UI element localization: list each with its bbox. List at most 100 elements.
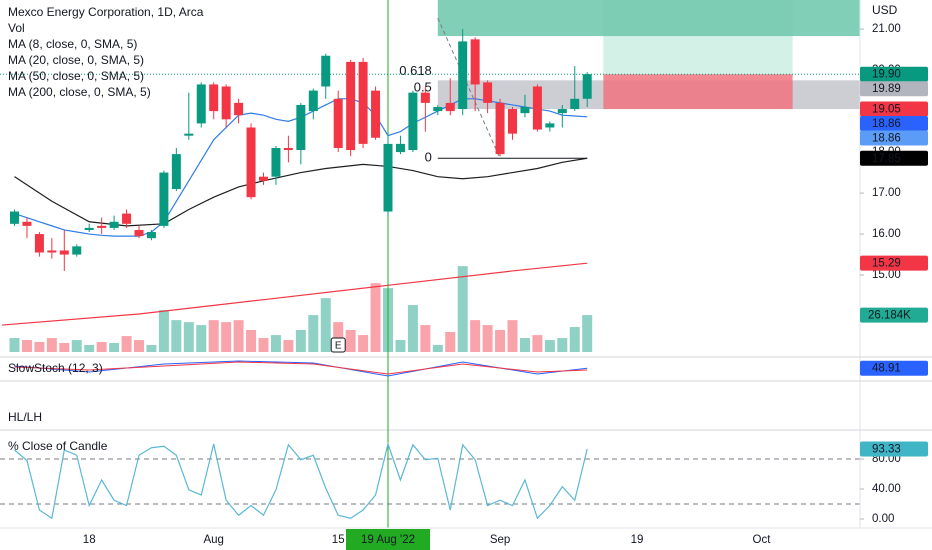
pane-title: HL/LH: [8, 410, 42, 424]
volume-bar: [258, 338, 269, 352]
price-label-bg: [860, 81, 928, 97]
price-label-bg: [860, 255, 928, 271]
fib-label: 0.5: [414, 80, 432, 95]
candle-body: [321, 55, 331, 87]
candle-body: [59, 250, 69, 255]
candle-body: [196, 84, 206, 124]
volume-bar: [482, 325, 493, 352]
candle-body: [433, 106, 443, 112]
volume-bar: [370, 283, 381, 352]
candle-body: [34, 234, 44, 253]
candle-body: [495, 102, 505, 155]
volume-bar: [21, 340, 32, 352]
candle-body: [346, 61, 356, 151]
price-label: 19.90: [872, 69, 901, 81]
earnings-label: E: [335, 341, 342, 352]
price-label-bg: [860, 101, 928, 117]
candle-body: [221, 86, 231, 120]
volume-bar: [395, 340, 406, 352]
candle-body: [520, 106, 530, 114]
volume-bar: [171, 320, 182, 352]
candle-body: [371, 90, 381, 138]
pct-line: [14, 441, 588, 520]
candle-body: [570, 98, 580, 110]
stoch-line: [14, 360, 588, 377]
volume-bar: [71, 340, 82, 352]
stoch-label: 48.91: [872, 363, 901, 375]
volume-bar: [134, 340, 144, 352]
candle-body: [271, 147, 281, 177]
y-tick-label: 16.00: [872, 228, 901, 240]
candle-body: [283, 147, 293, 151]
x-tick-label: Sep: [490, 534, 510, 546]
candle-body: [408, 92, 418, 151]
volume-bar: [333, 322, 344, 352]
volume-bar: [420, 325, 431, 352]
volume-bar: [295, 330, 306, 352]
volume-bar: [283, 340, 294, 352]
volume-bar: [146, 344, 157, 352]
volume-bar: [158, 310, 169, 352]
pct-label: 93.33: [872, 444, 901, 456]
candle-body: [134, 229, 144, 237]
fib-label: 0: [425, 150, 432, 165]
pane-title: SlowStoch (12, 3): [8, 361, 103, 375]
volume-bar: [246, 330, 257, 352]
price-label-bg: [860, 150, 928, 166]
volume-bar: [109, 342, 120, 352]
candle-body: [296, 104, 306, 151]
volume-bar: [495, 330, 506, 352]
candle-body: [234, 102, 244, 116]
candle-body: [445, 102, 455, 112]
price-label-bg: [860, 130, 928, 146]
volume-bar: [96, 341, 107, 352]
y-tick-label: 0.00: [872, 513, 894, 525]
candle-body: [209, 84, 219, 112]
candle-body: [582, 74, 592, 99]
legend-entry: MA (8, close, 0, SMA, 5): [8, 37, 137, 51]
volume-bar: [59, 342, 70, 352]
volume-bar: [320, 298, 331, 352]
candle-body: [159, 172, 169, 226]
candle-body: [532, 86, 542, 130]
legend-entry: MA (20, close, 0, SMA, 5): [8, 53, 144, 67]
stoch-line: [14, 361, 588, 375]
fib-label: 0.618: [399, 63, 432, 78]
volume-bar: [432, 344, 443, 352]
candle-body: [333, 98, 343, 148]
ma-line: [14, 157, 588, 227]
candle-body: [420, 92, 430, 103]
candle-body: [72, 246, 82, 255]
candle-body: [84, 227, 94, 230]
y-tick-label: 17.00: [872, 187, 901, 199]
candle-body: [122, 213, 132, 224]
ma-line: [2, 262, 588, 326]
candle-body: [470, 39, 480, 85]
zone: [603, 74, 793, 110]
price-label: 19.05: [872, 104, 901, 116]
volume-bar: [507, 320, 518, 352]
volume-bar: [270, 335, 281, 352]
earnings-marker: [330, 337, 346, 353]
x-tick-label: Oct: [753, 534, 772, 546]
volume-bar: [445, 331, 456, 352]
y-tick-label: 15.00: [872, 269, 901, 281]
volume-bar: [582, 315, 593, 352]
volume-bar: [34, 341, 45, 352]
plot: 0.618 0.5 0 E: [0, 0, 860, 356]
volume-bar: [9, 338, 20, 352]
candle-body: [395, 143, 405, 153]
volume-bar: [183, 322, 194, 352]
candle-body: [545, 123, 555, 128]
x-tick-label: 19 Aug '22: [361, 534, 415, 546]
legend-entry: MA (50, close, 0, SMA, 5): [8, 69, 144, 83]
candle-body: [10, 211, 19, 224]
volume-bar: [519, 338, 530, 352]
volume-label: 26.184K: [868, 310, 911, 322]
volume-bar: [46, 338, 57, 352]
legend-entry: MA (200, close, 0, SMA, 5): [8, 85, 151, 99]
pane-title: % Close of Candle: [8, 439, 108, 453]
pct-label-bg: [860, 441, 928, 457]
